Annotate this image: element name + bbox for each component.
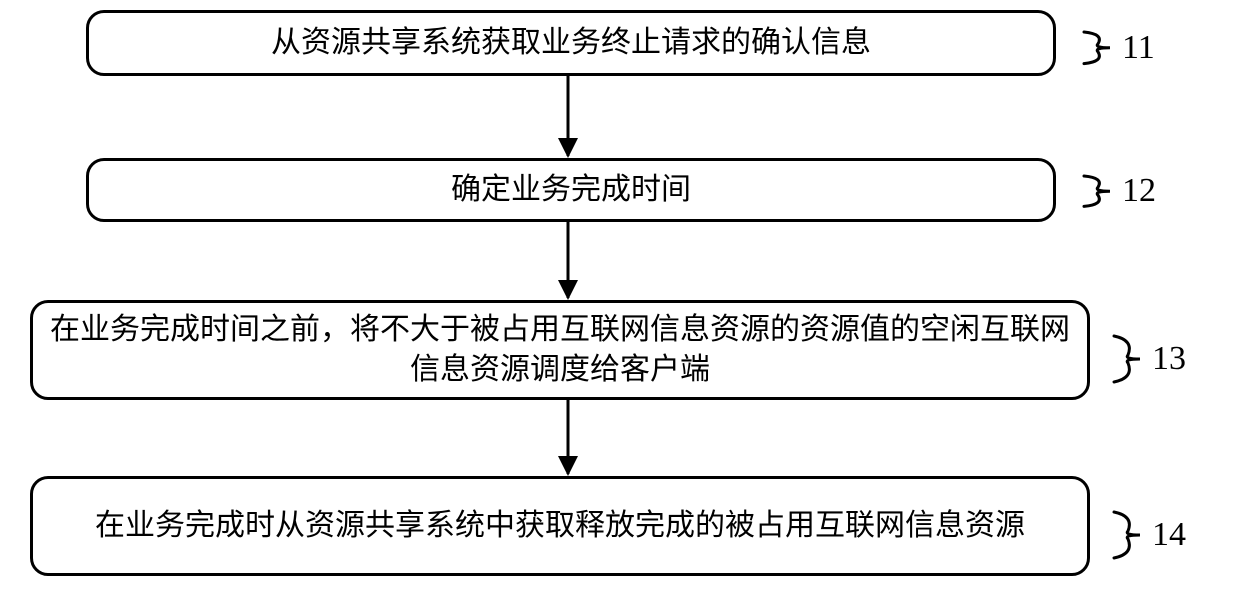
- flow-step-1: 从资源共享系统获取业务终止请求的确认信息: [86, 10, 1056, 76]
- step-label-number: 12: [1122, 174, 1156, 208]
- step-label-1: 11: [1080, 28, 1155, 68]
- step-label-2: 12: [1080, 172, 1156, 210]
- flow-step-4: 在业务完成时从资源共享系统中获取释放完成的被占用互联网信息资源: [30, 476, 1090, 576]
- brace-icon: [1080, 28, 1116, 68]
- flow-arrow-2: [554, 222, 582, 300]
- step-label-4: 14: [1110, 508, 1186, 562]
- flow-step-text: 在业务完成时间之前，将不大于被占用互联网信息资源的资源值的空闲互联网信息资源调度…: [45, 310, 1075, 391]
- flow-step-3: 在业务完成时间之前，将不大于被占用互联网信息资源的资源值的空闲互联网信息资源调度…: [30, 300, 1090, 400]
- flow-arrow-1: [554, 76, 582, 158]
- flow-step-text: 从资源共享系统获取业务终止请求的确认信息: [271, 23, 871, 64]
- brace-icon: [1080, 172, 1116, 210]
- step-label-3: 13: [1110, 332, 1186, 386]
- flow-step-text: 在业务完成时从资源共享系统中获取释放完成的被占用互联网信息资源: [95, 506, 1025, 547]
- brace-icon: [1110, 332, 1146, 386]
- step-label-number: 14: [1152, 518, 1186, 552]
- flow-step-text: 确定业务完成时间: [451, 170, 691, 211]
- step-label-number: 13: [1152, 342, 1186, 376]
- flow-step-2: 确定业务完成时间: [86, 158, 1056, 222]
- brace-icon: [1110, 508, 1146, 562]
- step-label-number: 11: [1122, 31, 1155, 65]
- flow-arrow-3: [554, 400, 582, 476]
